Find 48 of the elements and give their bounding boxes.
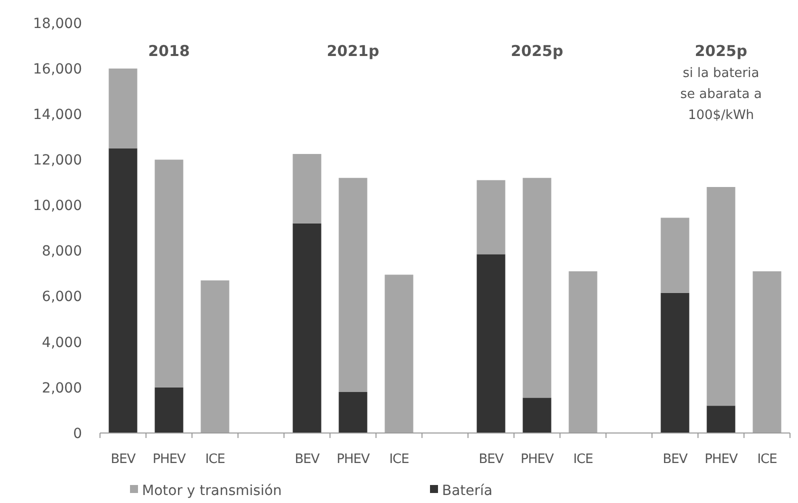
bar: [660, 218, 690, 293]
y-tick-label: 0: [73, 426, 82, 442]
bar: [200, 280, 230, 433]
x-tick-label: ICE: [389, 452, 410, 467]
y-tick-label: 10,000: [33, 198, 82, 214]
bar: [384, 274, 414, 433]
y-tick-label: 12,000: [33, 152, 82, 169]
bar: [108, 148, 138, 433]
y-tick-label: 8,000: [42, 244, 82, 260]
bar: [752, 271, 782, 433]
annotation: 2018: [148, 42, 190, 60]
x-tick-label: PHEV: [336, 452, 370, 467]
x-tick-label: ICE: [573, 452, 594, 467]
legend-label: Batería: [442, 483, 493, 499]
bar: [522, 178, 552, 398]
bar: [522, 398, 552, 433]
bar: [660, 292, 690, 433]
bar: [154, 387, 184, 433]
legend-label: Motor y transmisión: [142, 483, 282, 499]
bar: [108, 68, 138, 148]
annotation: 2021p: [326, 42, 380, 60]
bar: [476, 254, 506, 433]
x-tick-label: PHEV: [152, 452, 186, 467]
annotation: 2025p si la bateria se abarata a 100$/kWh: [680, 42, 762, 123]
x-tick-label: BEV: [110, 452, 136, 467]
x-tick-label: ICE: [205, 452, 226, 467]
bar: [706, 406, 736, 433]
y-tick-label: 18,000: [33, 16, 82, 32]
y-tick-label: 2,000: [42, 380, 82, 396]
x-tick-label: PHEV: [704, 452, 738, 467]
x-tick-label: ICE: [757, 452, 778, 467]
x-tick-label: BEV: [294, 452, 320, 467]
bar: [292, 154, 322, 224]
bar: [568, 271, 598, 433]
bar: [338, 392, 368, 433]
bar: [338, 178, 368, 392]
bar: [292, 223, 322, 433]
bar: [154, 160, 184, 388]
annotation: 2025p: [510, 42, 564, 60]
bar: [476, 180, 506, 254]
bar: [706, 187, 736, 406]
y-tick-label: 14,000: [33, 107, 82, 124]
x-tick-label: PHEV: [520, 452, 554, 467]
y-tick-label: 4,000: [42, 334, 82, 351]
x-tick-label: BEV: [662, 452, 688, 467]
y-tick-label: 16,000: [33, 61, 82, 78]
x-tick-label: BEV: [478, 452, 504, 467]
y-tick-label: 6,000: [42, 289, 82, 306]
